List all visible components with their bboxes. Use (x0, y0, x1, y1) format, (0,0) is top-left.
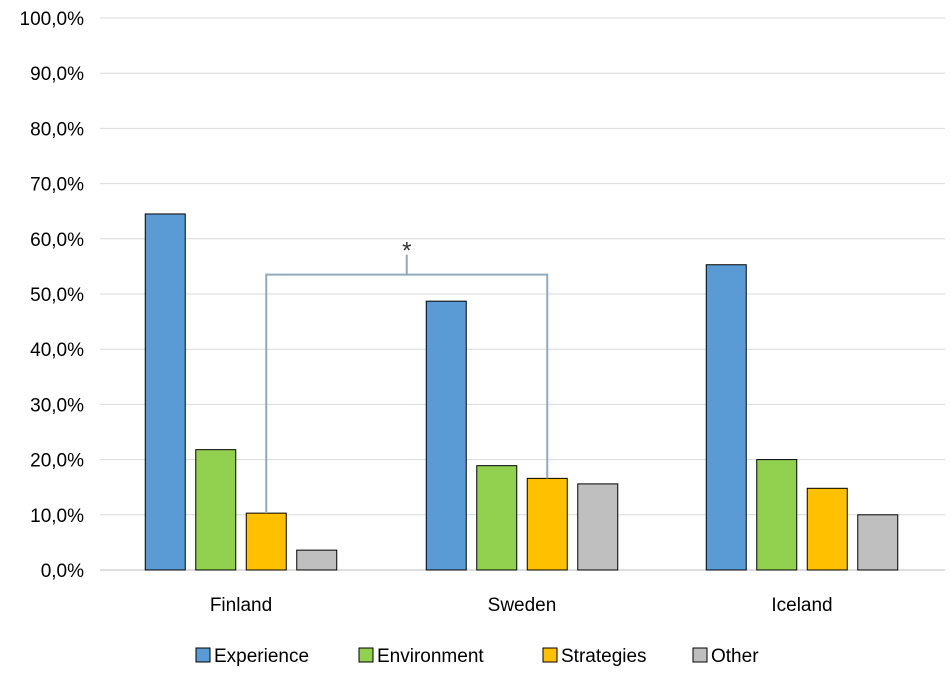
significance-annotation: * (265, 238, 549, 514)
y-tick-label: 20,0% (30, 451, 84, 472)
y-tick-label: 10,0% (30, 506, 84, 527)
bar-other-finland (296, 549, 338, 571)
bar-strategies-finland (245, 512, 287, 571)
bar-environment-sweden (476, 465, 518, 571)
gridlines (100, 17, 945, 571)
legend-label-strategies: Strategies (561, 646, 647, 667)
x-category-label: Sweden (488, 595, 557, 616)
bar-environment-iceland (756, 459, 798, 571)
legend-swatch-other (692, 647, 708, 663)
legend-swatch-strategies (542, 647, 558, 663)
x-category-label: Finland (210, 595, 272, 616)
y-axis-ticks: 0,0% 10,0% 20,0% 30,0% 40,0% 50,0% 60,0% 70,0% 8… (20, 9, 85, 582)
y-tick-label: 80,0% (30, 119, 84, 140)
y-tick-label: 40,0% (30, 340, 84, 361)
bar-experience-iceland (705, 264, 747, 571)
bar-experience-finland (144, 213, 186, 571)
bar-experience-sweden (425, 300, 467, 571)
bar-other-sweden (577, 483, 619, 571)
y-tick-label: 100,0% (20, 9, 85, 30)
bar-strategies-sweden (526, 477, 568, 571)
bars (144, 213, 899, 571)
bar-strategies-iceland (806, 487, 848, 571)
x-category-label: Iceland (771, 595, 832, 616)
legend-swatch-environment (358, 647, 374, 663)
legend-label-other: Other (711, 646, 759, 667)
bar-environment-finland (195, 449, 237, 571)
bar-other-iceland (857, 514, 899, 571)
y-tick-label: 60,0% (30, 230, 84, 251)
y-tick-label: 50,0% (30, 285, 84, 306)
y-tick-label: 90,0% (30, 64, 84, 85)
legend-swatch-experience (195, 647, 211, 663)
y-tick-label: 0,0% (41, 561, 84, 582)
significance-star: * (402, 238, 411, 265)
x-axis-categories: Finland Sweden Iceland (210, 595, 833, 616)
legend-label-environment: Environment (377, 646, 484, 667)
legend-label-experience: Experience (214, 646, 309, 667)
y-tick-label: 30,0% (30, 395, 84, 416)
legend: Experience Environment Strategies Other (195, 646, 759, 667)
y-tick-label: 70,0% (30, 175, 84, 196)
